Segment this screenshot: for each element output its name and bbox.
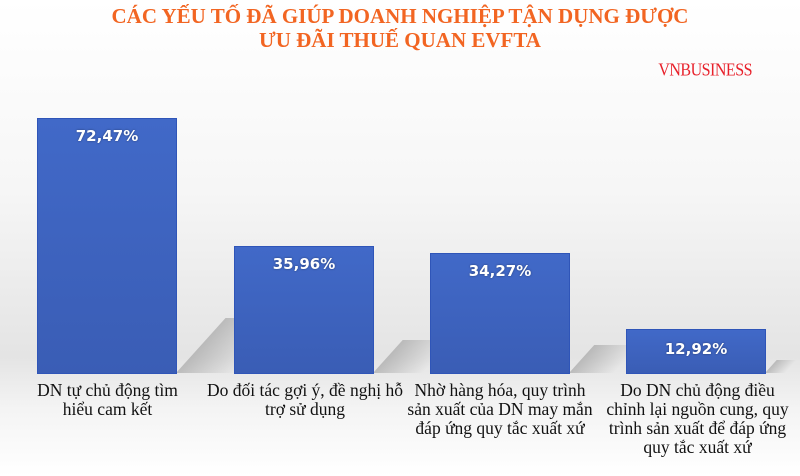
title-line-2: ƯU ĐÃI THUẾ QUAN EVFTA xyxy=(259,28,541,52)
category-label-4: Do DN chủ động điều chỉnh lại nguồn cung… xyxy=(606,380,789,457)
bar-3: 34,27% xyxy=(430,253,570,374)
bar-shadow xyxy=(765,360,797,373)
bar-value-label: 34,27% xyxy=(468,262,532,280)
chart-title: CÁC YẾU TỐ ĐÃ GIÚP DOANH NGHIỆP TẬN DỤNG… xyxy=(0,4,800,52)
bar-value-label: 35,96% xyxy=(272,255,336,273)
bar-2: 35,96% xyxy=(234,246,374,374)
category-label-2: Do đối tác gợi ý, đề nghị hỗ trợ sử dụng xyxy=(207,380,403,419)
bar-4: 12,92% xyxy=(626,329,766,374)
category-label-1: DN tự chủ động tìm hiểu cam kết xyxy=(37,380,178,419)
bar-value-label: 72,47% xyxy=(75,127,139,145)
brand-logo: VNBUSINESS xyxy=(658,60,752,81)
bar-1: 72,47% xyxy=(37,118,177,374)
title-line-1: CÁC YẾU TỐ ĐÃ GIÚP DOANH NGHIỆP TẬN DỤNG… xyxy=(111,4,689,28)
category-label-3: Nhờ hàng hóa, quy trình sản xuất của DN … xyxy=(407,380,593,438)
bar-value-label: 12,92% xyxy=(664,340,728,358)
